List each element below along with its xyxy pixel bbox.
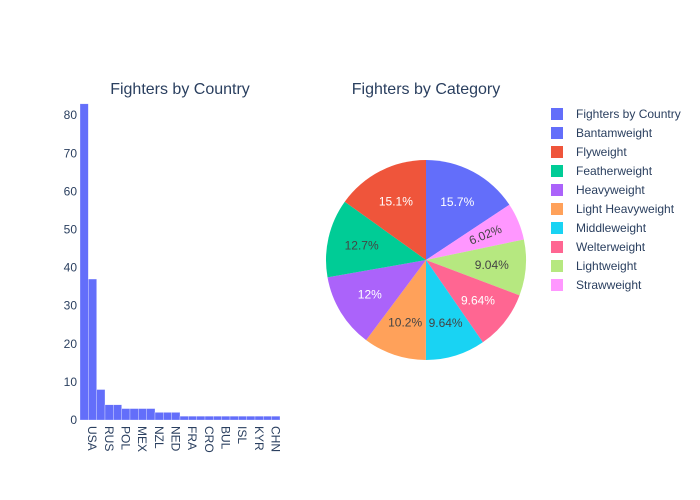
bar[interactable] xyxy=(171,412,181,421)
legend-swatch[interactable] xyxy=(551,203,563,215)
legend-swatch[interactable] xyxy=(551,279,563,291)
bar[interactable] xyxy=(179,415,189,421)
bar[interactable] xyxy=(204,415,214,421)
pie-slice-label: 12.7% xyxy=(345,238,379,252)
bar-chart-title: Fighters by Country xyxy=(110,81,250,98)
x-tick-label: RUS xyxy=(102,426,116,451)
bar[interactable] xyxy=(254,415,264,421)
x-tick-label: CHN xyxy=(269,426,283,452)
legend-swatch[interactable] xyxy=(551,222,563,234)
bar[interactable] xyxy=(96,389,106,421)
bar[interactable] xyxy=(213,415,222,421)
x-tick-label: NZL xyxy=(152,426,166,449)
pie-slice[interactable] xyxy=(426,260,520,343)
bar[interactable] xyxy=(138,408,147,421)
bar[interactable] xyxy=(221,415,231,421)
pie-chart-title: Fighters by Category xyxy=(352,81,501,98)
bar[interactable] xyxy=(113,404,122,421)
pie-slice[interactable] xyxy=(327,260,426,341)
legend-item-label[interactable]: Flyweight xyxy=(576,145,627,159)
x-tick-label: BUL xyxy=(219,426,233,450)
legend-swatch[interactable] xyxy=(551,241,563,253)
legend-item-label[interactable]: Bantamweight xyxy=(576,126,653,140)
legend-item-label[interactable]: Light Heavyweight xyxy=(576,202,675,216)
y-tick-label: 20 xyxy=(64,337,78,351)
bar[interactable] xyxy=(104,404,114,421)
legend-item-label[interactable]: Strawweight xyxy=(576,278,642,292)
y-tick-label: 30 xyxy=(64,299,78,313)
pie-slice-label: 10.2% xyxy=(388,316,422,330)
pie-slice[interactable] xyxy=(326,201,426,278)
pie-slice-label: 15.7% xyxy=(440,195,474,209)
bar[interactable] xyxy=(263,415,272,421)
bar[interactable] xyxy=(163,412,172,421)
legend-swatch[interactable] xyxy=(551,184,563,196)
x-tick-label: POL xyxy=(119,426,133,450)
y-tick-label: 70 xyxy=(64,146,78,160)
pie-slice-label: 15.1% xyxy=(379,194,413,208)
y-tick-label: 60 xyxy=(64,184,78,198)
legend-swatch[interactable] xyxy=(551,146,563,158)
legend: Fighters by Country Bantamweight Flyweight… xyxy=(551,107,681,292)
x-tick-label: KYR xyxy=(252,426,266,451)
pie-slice[interactable] xyxy=(366,260,426,360)
bar[interactable] xyxy=(238,415,247,421)
legend-item-label[interactable]: Welterweight xyxy=(576,240,646,254)
pie-slice[interactable] xyxy=(344,160,426,260)
legend-item-label[interactable]: Middleweight xyxy=(576,221,647,235)
y-tick-label: 80 xyxy=(64,108,78,122)
bar[interactable] xyxy=(88,278,97,421)
x-tick-label: FRA xyxy=(185,426,199,450)
bar[interactable] xyxy=(154,412,164,421)
pie-slice-label: 9.64% xyxy=(429,316,463,330)
bar[interactable] xyxy=(246,415,256,421)
x-tick-label: ISL xyxy=(235,426,249,444)
pie-slice-label: 9.64% xyxy=(461,294,495,308)
x-tick-label: USA xyxy=(85,426,99,451)
bar[interactable] xyxy=(129,408,139,421)
x-tick-label: NED xyxy=(169,426,183,452)
legend-item-label[interactable]: Lightweight xyxy=(576,259,637,273)
y-tick-label: 50 xyxy=(64,223,78,237)
bar[interactable] xyxy=(121,408,131,421)
y-tick-label: 10 xyxy=(64,375,78,389)
pie-chart: 15.7%6.02%9.04%9.64%9.64%10.2%12%12.7%15… xyxy=(326,160,526,360)
legend-swatch[interactable] xyxy=(551,108,563,120)
bar[interactable] xyxy=(229,415,239,421)
pie-slice[interactable] xyxy=(426,160,510,260)
pie-slice[interactable] xyxy=(426,239,526,296)
bar[interactable] xyxy=(79,103,89,421)
y-tick-label: 0 xyxy=(70,413,77,427)
bar[interactable] xyxy=(188,415,197,421)
bar-chart: 0 10 20 30 40 50 60 70 80 USA RUS POL MEX NZL NED FRA CR… xyxy=(64,103,283,453)
pie-slice-label: 12% xyxy=(358,288,382,302)
legend-swatch[interactable] xyxy=(551,260,563,272)
x-tick-label: CRO xyxy=(202,426,216,453)
legend-swatch[interactable] xyxy=(551,165,563,177)
y-tick-label: 40 xyxy=(64,261,78,275)
legend-item-label[interactable]: Featherweight xyxy=(576,164,653,178)
legend-swatch[interactable] xyxy=(551,127,563,139)
legend-item-label[interactable]: Heavyweight xyxy=(576,183,645,197)
bar[interactable] xyxy=(196,415,206,421)
x-tick-label: MEX xyxy=(135,426,149,452)
legend-item-label[interactable]: Fighters by Country xyxy=(576,107,681,121)
pie-slice[interactable] xyxy=(426,204,524,260)
pie-slice[interactable] xyxy=(425,260,483,360)
bar[interactable] xyxy=(146,408,156,421)
bar[interactable] xyxy=(271,415,281,421)
pie-slice-label: 9.04% xyxy=(475,258,509,272)
